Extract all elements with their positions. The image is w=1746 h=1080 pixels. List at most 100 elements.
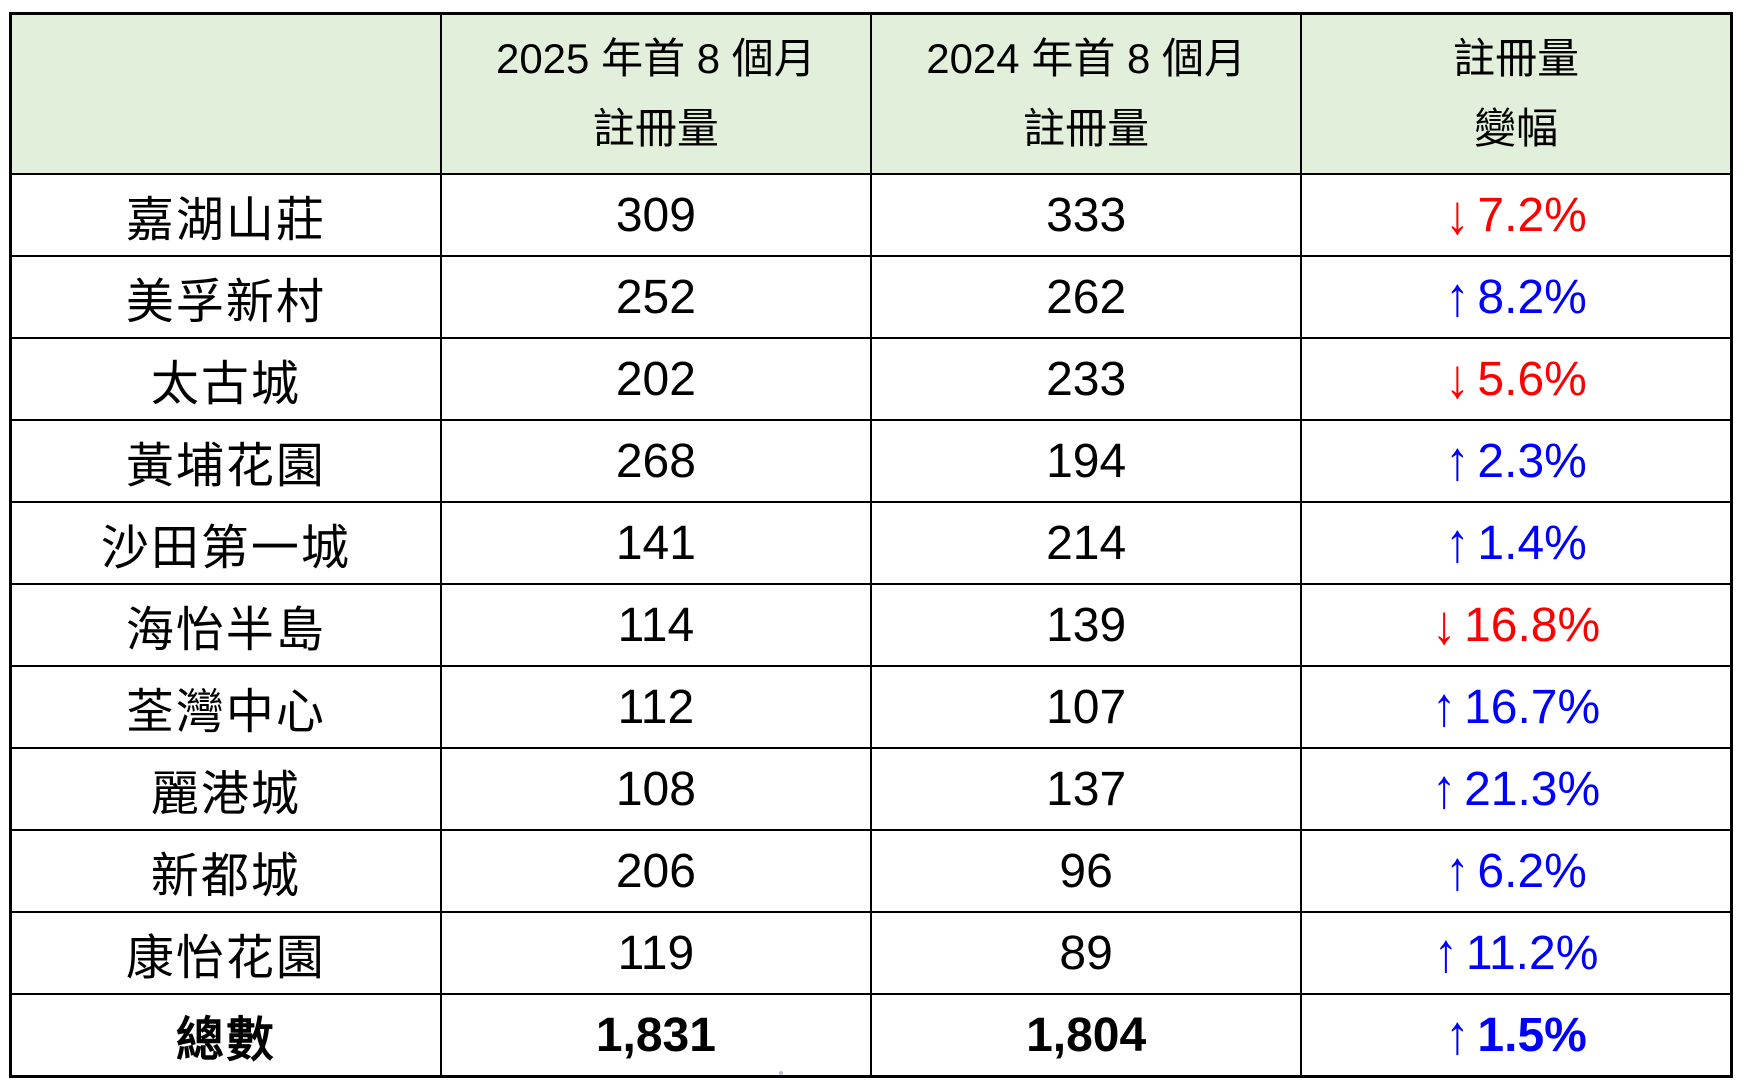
table-row: 海怡半島 114 139 ↓ 16.8% [9, 583, 1733, 667]
change-value: 21.3% [1464, 762, 1601, 816]
value-2025: 309 [439, 173, 873, 257]
value-2025: 119 [439, 911, 873, 995]
change-indicator: ↑ 11.2% [1434, 923, 1599, 984]
change-indicator: ↑ 16.7% [1432, 677, 1601, 738]
header-2025-line1: 2025 年首 8 個月 [495, 35, 816, 82]
change-indicator: ↓ 5.6% [1445, 349, 1587, 410]
change-cell: ↑ 6.2% [1300, 829, 1733, 913]
change-indicator: ↑ 2.3% [1445, 431, 1587, 492]
trend-arrow-icon: ↑ [1432, 676, 1457, 738]
estate-name: 麗港城 [9, 747, 442, 831]
change-indicator: ↑ 1.4% [1445, 513, 1587, 574]
value-2024: 262 [869, 255, 1303, 339]
value-2025: 108 [439, 747, 873, 831]
header-cell-estate [9, 12, 442, 175]
header-row: 2025 年首 8 個月 註冊量 2024 年首 8 個月 註冊量 註冊量 變幅 [9, 12, 1733, 175]
trend-arrow-icon: ↑ [1445, 512, 1470, 574]
change-indicator: ↑ 1.5% [1445, 1005, 1587, 1066]
header-2025-line2: 註冊量 [592, 105, 719, 152]
change-cell: ↑ 16.7% [1300, 665, 1733, 749]
table-row: 黃埔花園 268 194 ↑ 2.3% [9, 419, 1733, 503]
change-cell: ↓ 5.6% [1300, 337, 1733, 421]
change-indicator: ↓ 7.2% [1445, 185, 1587, 246]
value-2025: 112 [439, 665, 873, 749]
change-indicator: ↑ 8.2% [1445, 267, 1587, 328]
table-row: 太古城 202 233 ↓ 5.6% [9, 337, 1733, 421]
table-row: 荃灣中心 112 107 ↑ 16.7% [9, 665, 1733, 749]
trend-arrow-icon: ↑ [1445, 266, 1470, 328]
change-indicator: ↑ 6.2% [1445, 841, 1587, 902]
change-value: 2.3% [1477, 434, 1587, 488]
estate-name: 海怡半島 [9, 583, 442, 667]
change-value: 6.2% [1477, 844, 1587, 898]
table-row: 麗港城 108 137 ↑ 21.3% [9, 747, 1733, 831]
trend-arrow-icon: ↑ [1445, 1004, 1470, 1066]
header-cell-2025: 2025 年首 8 個月 註冊量 [439, 12, 873, 175]
trend-arrow-icon: ↓ [1445, 184, 1470, 246]
value-2025: 141 [439, 501, 873, 585]
table-row: 嘉湖山莊 309 333 ↓ 7.2% [9, 173, 1733, 257]
value-2024: 333 [869, 173, 1303, 257]
estate-name: 美孚新村 [9, 255, 442, 339]
trend-arrow-icon: ↓ [1432, 594, 1457, 656]
estate-name: 嘉湖山莊 [9, 173, 442, 257]
header-cell-change: 註冊量 變幅 [1300, 12, 1733, 175]
estate-name: 黃埔花園 [9, 419, 442, 503]
value-2024: 194 [869, 419, 1303, 503]
change-cell: ↑ 2.3% [1300, 419, 1733, 503]
estate-name: 太古城 [9, 337, 442, 421]
estate-name: 沙田第一城 [9, 501, 442, 585]
header-change-line2: 變幅 [1474, 105, 1559, 152]
table-row: 康怡花園 119 89 ↑ 11.2% [9, 911, 1733, 995]
header-change-line1: 註冊量 [1453, 35, 1580, 82]
trend-arrow-icon: ↑ [1432, 758, 1457, 820]
table-row: 美孚新村 252 262 ↑ 8.2% [9, 255, 1733, 339]
change-value: 5.6% [1477, 352, 1587, 406]
value-2024: 96 [869, 829, 1303, 913]
value-2025: 114 [439, 583, 873, 667]
header-2024-line1: 2024 年首 8 個月 [926, 35, 1247, 82]
change-cell: ↓ 16.8% [1300, 583, 1733, 667]
change-value: 11.2% [1465, 926, 1599, 980]
value-2025: 268 [439, 419, 873, 503]
value-2025: 206 [439, 829, 873, 913]
trend-arrow-icon: ↑ [1433, 922, 1458, 984]
change-value: 1.4% [1477, 516, 1587, 570]
value-2025: 202 [439, 337, 873, 421]
total-change-cell: ↑ 1.5% [1300, 993, 1733, 1078]
total-2025: 1,831 [439, 993, 873, 1078]
change-value: 16.8% [1464, 598, 1601, 652]
change-value: 8.2% [1477, 270, 1587, 324]
value-2024: 214 [869, 501, 1303, 585]
change-value: 16.7% [1464, 680, 1601, 734]
change-value: 7.2% [1477, 188, 1587, 242]
estate-name: 荃灣中心 [9, 665, 442, 749]
value-2025: 252 [439, 255, 873, 339]
change-value: 1.5% [1477, 1008, 1587, 1062]
change-indicator: ↑ 21.3% [1432, 759, 1601, 820]
table-row: 新都城 206 96 ↑ 6.2% [9, 829, 1733, 913]
total-2024: 1,804 [869, 993, 1303, 1078]
value-2024: 137 [869, 747, 1303, 831]
change-indicator: ↓ 16.8% [1432, 595, 1601, 656]
total-row: 總數 1,831 1,804 ↑ 1.5% [9, 993, 1733, 1078]
change-cell: ↑ 8.2% [1300, 255, 1733, 339]
trend-arrow-icon: ↓ [1445, 348, 1470, 410]
total-label: 總數 [9, 993, 442, 1078]
header-2024-line2: 註冊量 [1023, 105, 1150, 152]
table-row: 沙田第一城 141 214 ↑ 1.4% [9, 501, 1733, 585]
estate-name: 康怡花園 [9, 911, 442, 995]
change-cell: ↓ 7.2% [1300, 173, 1733, 257]
estate-name: 新都城 [9, 829, 442, 913]
registration-table: 2025 年首 8 個月 註冊量 2024 年首 8 個月 註冊量 註冊量 變幅… [9, 12, 1733, 1078]
trend-arrow-icon: ↑ [1445, 430, 1470, 492]
value-2024: 107 [869, 665, 1303, 749]
trend-arrow-icon: ↑ [1445, 840, 1470, 902]
change-cell: ↑ 11.2% [1300, 911, 1733, 995]
value-2024: 89 [869, 911, 1303, 995]
stray-dot [779, 1071, 783, 1075]
header-cell-2024: 2024 年首 8 個月 註冊量 [869, 12, 1303, 175]
value-2024: 233 [869, 337, 1303, 421]
change-cell: ↑ 1.4% [1300, 501, 1733, 585]
